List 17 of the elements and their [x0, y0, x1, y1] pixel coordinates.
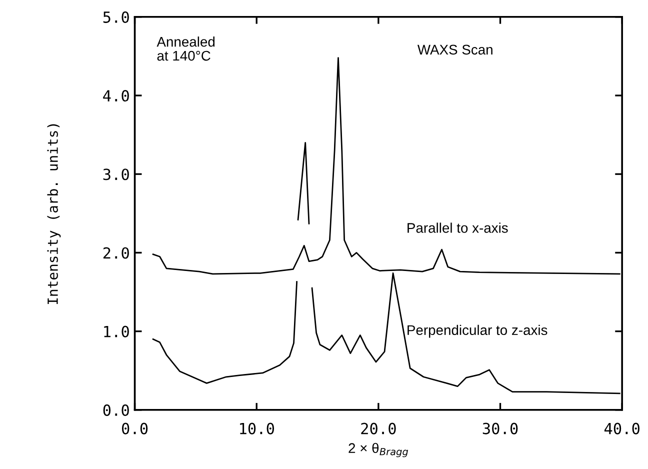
x-tick-label: 40.0: [604, 422, 640, 434]
x-tick-label: 20.0: [361, 422, 396, 434]
x-tick-label: 10.0: [240, 422, 274, 434]
annotation: WAXS Scan: [417, 44, 492, 55]
series-label: Parallel to x-axis: [408, 222, 508, 233]
annotation: Annealed at 140°C: [156, 36, 215, 61]
series-label: Perpendicular to z-axis: [408, 324, 548, 338]
y-tick-label: 3.0: [103, 168, 129, 180]
x-tick-label: 0.0: [122, 422, 148, 434]
y-tick-label: 2.0: [103, 247, 129, 259]
y-tick-label: 4.0: [103, 90, 129, 102]
x-axis-title: 2 × θ$_{Bragg}$: [348, 442, 408, 458]
y-tick-label: 1.0: [104, 326, 129, 338]
y-tick-label: 0.0: [103, 404, 129, 416]
x-tick-label: 30.0: [482, 422, 518, 434]
y-axis-title: Intensity (arb. units): [47, 124, 61, 304]
y-tick-label: 5.0: [103, 11, 129, 23]
